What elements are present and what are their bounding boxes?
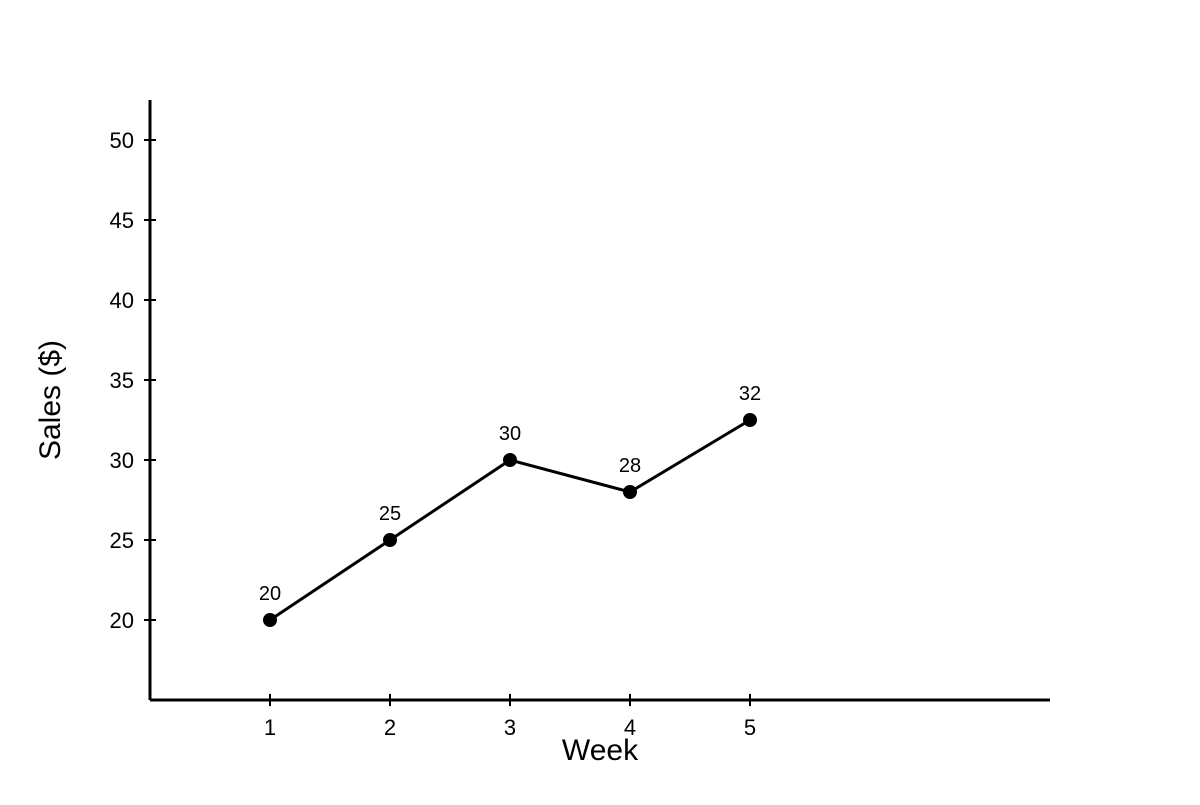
data-label: 20 (259, 583, 281, 605)
axes (148, 100, 1050, 702)
data-label: 30 (499, 423, 521, 445)
y-tick-label: 20 (110, 608, 134, 633)
y-tick-label: 30 (110, 448, 134, 473)
y-tick-label: 50 (110, 128, 134, 153)
x-tick-label: 2 (384, 715, 396, 740)
data-point (623, 485, 637, 499)
data-label: 28 (619, 455, 641, 477)
y-ticks: 20 25 30 35 40 45 50 (110, 128, 156, 633)
data-labels: 20 25 30 28 32 (259, 383, 761, 605)
x-tick-label: 1 (264, 715, 276, 740)
series-line (269, 418, 751, 622)
data-point (743, 413, 757, 427)
x-tick-label: 4 (624, 715, 636, 740)
data-label: 32 (739, 383, 761, 405)
x-tick-label: 5 (744, 715, 756, 740)
x-tick-label: 3 (504, 715, 516, 740)
y-axis-title: Sales ($) (34, 340, 67, 460)
x-ticks: 1 2 3 4 5 (264, 694, 756, 740)
y-tick-label: 25 (110, 528, 134, 553)
y-tick-label: 45 (110, 208, 134, 233)
data-point (263, 613, 277, 627)
y-tick-label: 35 (110, 368, 134, 393)
series-layer (263, 413, 757, 627)
y-tick-label: 40 (110, 288, 134, 313)
data-point (383, 533, 397, 547)
x-axis-title: Week (562, 734, 639, 767)
data-point (503, 453, 517, 467)
data-label: 25 (379, 503, 401, 525)
